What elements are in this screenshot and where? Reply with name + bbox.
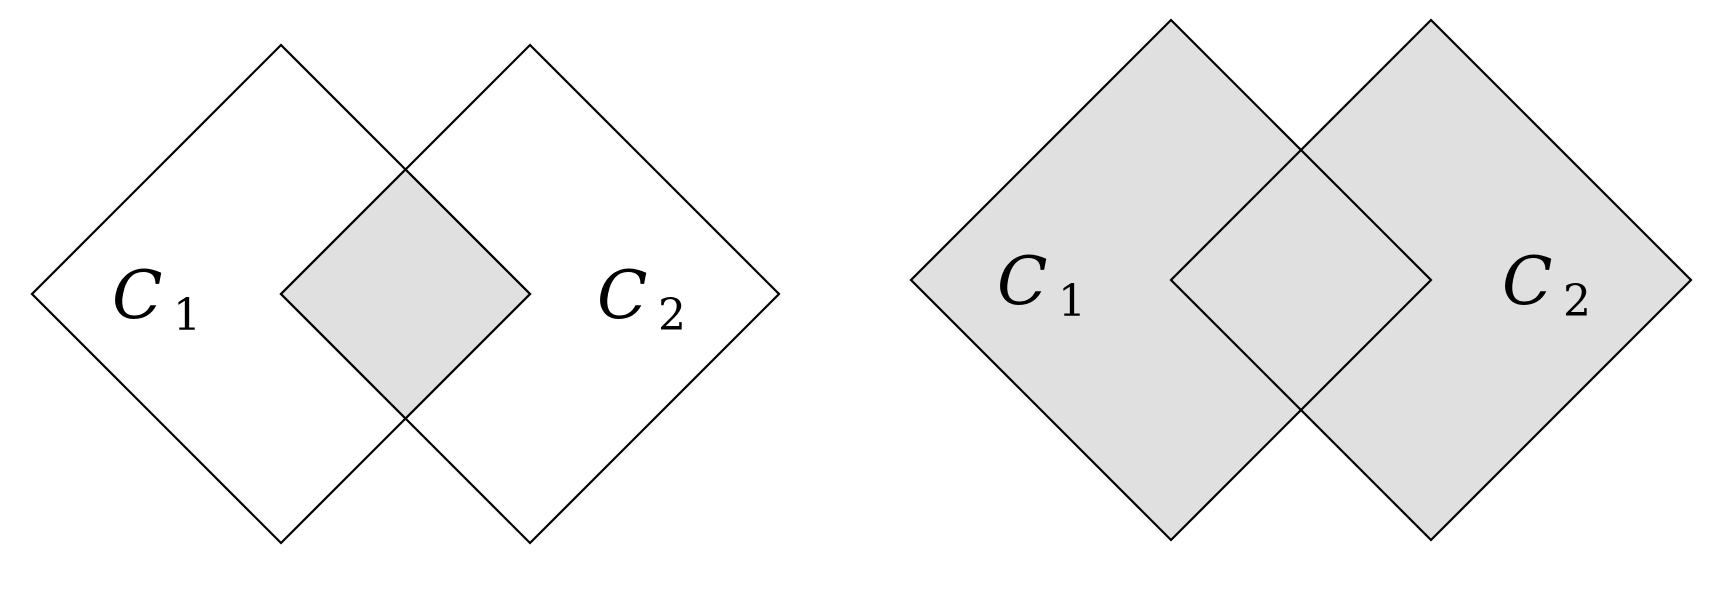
right-label-c2-subscript: 2 xyxy=(1563,276,1591,327)
left-intersection-region xyxy=(279,167,532,421)
left-label-c1-subscript: 1 xyxy=(173,290,201,341)
left-label-c2: C 2 xyxy=(597,257,686,341)
right-label-c2-symbol: C xyxy=(1502,243,1553,320)
right-label-c1-symbol: C xyxy=(997,243,1048,320)
left-label-c1-symbol: C xyxy=(112,257,163,334)
right-diagram: C 1 C 2 xyxy=(909,18,1693,542)
left-label-c2-symbol: C xyxy=(597,257,648,334)
right-label-c1: C 1 xyxy=(997,243,1086,327)
right-label-c2: C 2 xyxy=(1502,243,1591,327)
left-label-c1: C 1 xyxy=(112,257,201,341)
left-label-c2-subscript: 2 xyxy=(658,290,686,341)
right-square-c2 xyxy=(1169,18,1693,542)
right-square-c1 xyxy=(909,18,1433,542)
right-label-c1-subscript: 1 xyxy=(1058,276,1086,327)
left-diagram: C 1 C 2 xyxy=(30,43,781,545)
